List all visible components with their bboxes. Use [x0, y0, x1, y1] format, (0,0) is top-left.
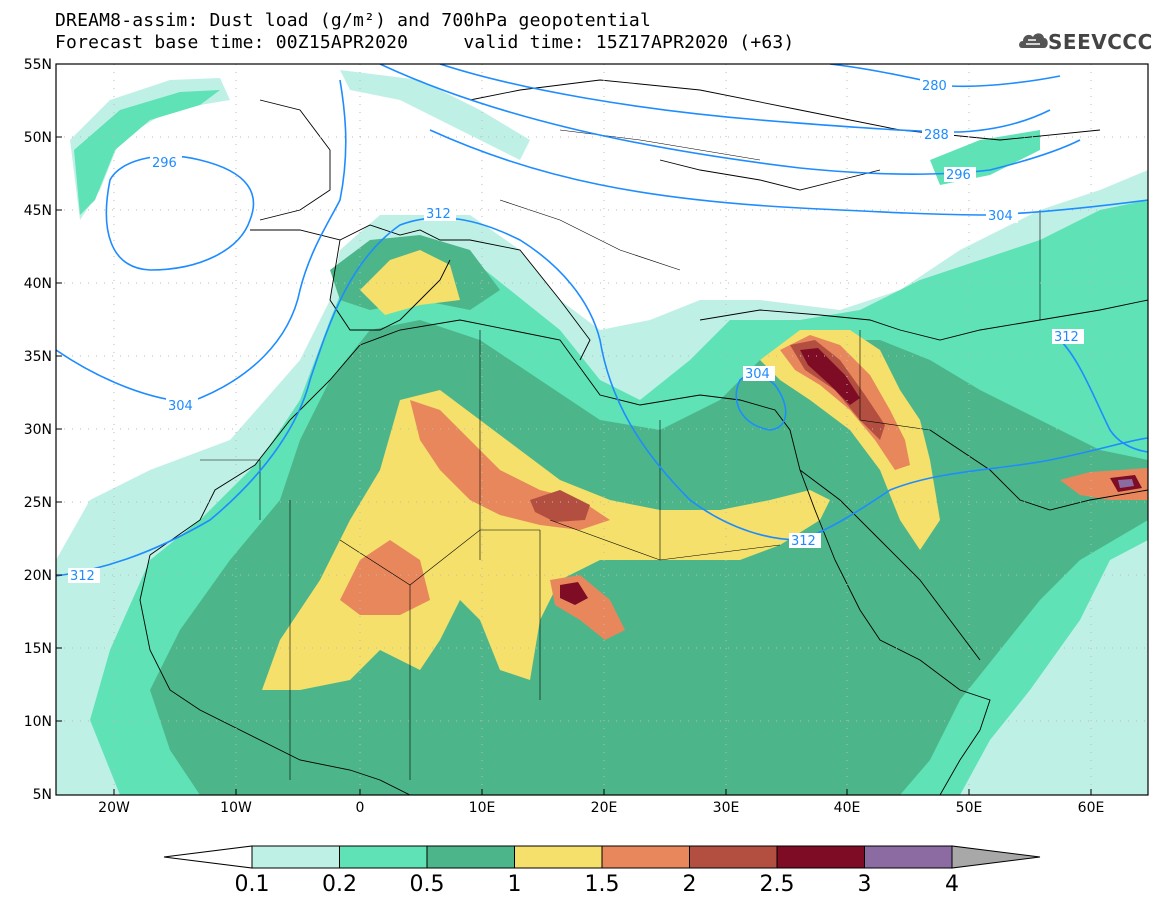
lat-label: 30N: [24, 422, 52, 438]
contour-label: 280: [922, 79, 947, 94]
colorbar-segment: [251, 845, 340, 869]
lon-label: 40E: [834, 800, 861, 816]
colorbar-segment: [864, 845, 953, 869]
contour-label: 296: [152, 156, 177, 171]
map-title: DREAM8-assim: Dust load (g/m²) and 700hP…: [55, 10, 651, 31]
colorbar-tick-label: 0.2: [322, 872, 357, 897]
dust-level-0.1-north: [70, 78, 230, 220]
colorbar-tick-label: 2.5: [760, 872, 795, 897]
contour-label: 304: [745, 367, 770, 382]
map-subtitle: Forecast base time: 00Z15APR2020 valid t…: [55, 32, 795, 53]
contour-label: 304: [988, 209, 1013, 224]
contour-labels: 280 288 296 296 304 304 304 312 312 312 …: [68, 78, 1084, 584]
contour-label: 312: [70, 569, 95, 584]
latitude-labels: 55N 50N 45N 40N 35N 30N 25N 20N 15N 10N …: [24, 57, 52, 803]
lat-label: 50N: [24, 130, 52, 146]
contour-label: 312: [791, 534, 816, 549]
contour-label: 296: [946, 168, 971, 183]
dust-level-0.1-band: [340, 70, 530, 160]
colorbar-segment: [689, 845, 778, 869]
lon-label: 60E: [1078, 800, 1105, 816]
cloud-icon: [1019, 33, 1048, 48]
colorbar-tick-label: 0.5: [410, 872, 445, 897]
lat-label: 5N: [33, 787, 52, 803]
lon-label: 10E: [469, 800, 496, 816]
lat-label: 15N: [24, 641, 52, 657]
colorbar-tick-label: 3: [858, 872, 872, 897]
lon-label: 30E: [713, 800, 740, 816]
colorbar-tick-label: 0.1: [235, 872, 270, 897]
colorbar-tick-label: 4: [945, 872, 959, 897]
colorbar-segment: [514, 845, 603, 869]
colorbar: 0.1 0.2 0.5 1 1.5 2 2.5 3 4: [163, 845, 1041, 897]
dust-level-0.2-nw: [74, 90, 220, 215]
colorbar-segment: [776, 845, 865, 869]
dust-field: [56, 70, 1148, 795]
colorbar-segment: [601, 845, 690, 869]
dust-level-2: [530, 490, 590, 522]
lat-label: 40N: [24, 276, 52, 292]
contour-304-west: [56, 79, 347, 403]
lon-label: 10W: [220, 800, 252, 816]
dust-level-2.5: [560, 582, 588, 605]
dust-level-1: [262, 390, 830, 690]
dust-level-1-mideast: [760, 330, 940, 550]
lon-label: 0: [356, 800, 365, 816]
colorbar-segment: [339, 845, 428, 869]
contour-label: 304: [168, 399, 193, 414]
contour-288: [439, 64, 1051, 133]
colorbar-tick-label: 2: [683, 872, 697, 897]
lat-label: 55N: [24, 57, 52, 73]
lon-label: 50E: [956, 800, 983, 816]
lat-label: 25N: [24, 495, 52, 511]
colorbar-segment: [426, 845, 515, 869]
contour-label: 312: [1054, 330, 1079, 345]
colorbar-tick-label: 1.5: [585, 872, 620, 897]
contour-304-east: [429, 129, 1148, 216]
longitude-labels: 20W 10W 0 10E 20E 30E 40E 50E 60E: [98, 800, 1104, 816]
lat-label: 45N: [24, 203, 52, 219]
country-borders: [200, 129, 1041, 780]
colorbar-tick-label: 1: [508, 872, 522, 897]
contour-label: 312: [426, 207, 451, 222]
contour-296-east: [379, 64, 1081, 176]
lat-label: 20N: [24, 568, 52, 584]
contour-312-main: [56, 216, 1148, 577]
dust-level-3: [1118, 479, 1134, 488]
tick-marks: [56, 63, 1092, 795]
contour-312-east: [1059, 339, 1148, 453]
geopotential-contours: [56, 64, 1148, 577]
logo-text: SEEVCCC: [1048, 30, 1153, 54]
lon-label: 20E: [591, 800, 618, 816]
dust-level-1.5: [340, 540, 430, 615]
lat-label: 10N: [24, 714, 52, 730]
colorbar-under-arrow: [163, 845, 253, 869]
colorbar-over-arrow: [951, 845, 1041, 869]
lon-label: 20W: [98, 800, 130, 816]
dust-level-1-spain: [360, 250, 460, 315]
dust-level-1.5-iran: [1060, 468, 1148, 500]
seevccc-logo: [1019, 33, 1048, 48]
dust-level-2.5-mideast: [800, 348, 860, 405]
contour-label: 288: [924, 128, 949, 143]
lat-label: 35N: [24, 349, 52, 365]
